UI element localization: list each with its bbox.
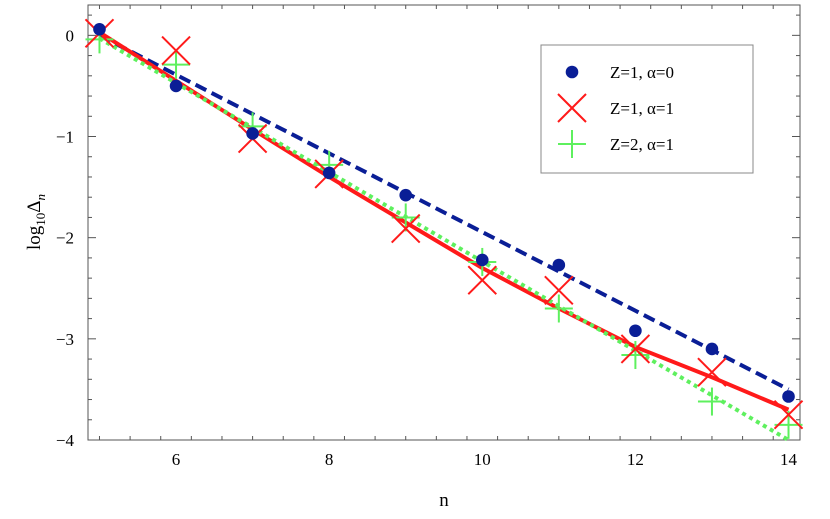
fit-line-series-3	[98, 36, 790, 442]
axis-ticks	[88, 5, 800, 441]
legend-marker-series-2-stroke	[557, 93, 587, 123]
data-points	[84, 18, 804, 439]
y-tick-label: −3	[56, 330, 74, 349]
legend-marker-series-2	[557, 93, 587, 123]
x-tick-label: 12	[627, 450, 644, 469]
legend-marker-series-1	[565, 65, 579, 79]
legend-label-series-1: Z=1, α=0	[610, 63, 674, 82]
legend: Z=1, α=0 Z=1, α=1 Z=2, α=1	[540, 44, 754, 174]
fit-line-series-1	[98, 33, 790, 392]
point-series-1	[322, 166, 336, 180]
point-series-2	[467, 265, 497, 295]
legend-label-series-3: Z=2, α=1	[610, 135, 674, 154]
y-axis-title: log10Δn	[24, 194, 48, 250]
y-tick-label: 0	[66, 26, 75, 45]
point-series-2-stroke	[161, 35, 191, 66]
point-series-2	[697, 357, 727, 387]
point-series-2	[161, 35, 191, 66]
point-series-2	[773, 400, 804, 430]
x-axis-title: n	[439, 490, 449, 511]
point-series-1	[629, 324, 642, 338]
point-series-1	[246, 127, 259, 140]
y-tick-label: −4	[56, 431, 75, 450]
y-tick-label: −1	[56, 128, 74, 147]
point-series-2-stroke	[391, 213, 421, 244]
point-series-1	[399, 188, 413, 202]
y-axis-title-sub: 10	[33, 213, 48, 226]
y-axis-title-symbol: Δ	[24, 201, 45, 213]
plot-frame	[87, 4, 801, 441]
y-axis-title-symbol-sub: n	[33, 194, 48, 201]
point-series-1	[782, 390, 795, 403]
point-series-2-stroke	[697, 357, 727, 387]
x-tick-label: 8	[325, 450, 334, 469]
x-tick-label: 14	[780, 450, 798, 469]
fit-lines	[98, 30, 790, 442]
x-tick-label: 6	[172, 450, 181, 469]
point-series-3	[621, 341, 650, 370]
point-series-2	[620, 334, 651, 364]
point-series-2-stroke	[467, 265, 497, 295]
point-series-1	[475, 253, 489, 267]
point-series-2	[544, 275, 574, 305]
x-tick-label: 10	[474, 450, 491, 469]
axis-tick-labels: 6 8 10 12 14 0 −1 −2 −3 −4	[56, 26, 798, 469]
point-series-1	[169, 79, 183, 93]
legend-label-series-2: Z=1, α=1	[610, 99, 674, 118]
point-series-3	[162, 50, 191, 79]
legend-marker-series-3	[558, 130, 586, 158]
legend-box	[540, 44, 754, 174]
point-series-2-stroke	[620, 334, 651, 364]
legend-markers	[557, 65, 587, 158]
point-series-3	[697, 387, 726, 416]
point-series-1	[93, 22, 106, 36]
point-series-1	[705, 342, 719, 356]
y-tick-label: −2	[56, 229, 74, 248]
fit-line-series-2	[98, 30, 790, 412]
point-series-2-stroke	[544, 275, 574, 305]
point-series-1	[552, 258, 566, 272]
point-series-2	[391, 213, 421, 244]
point-series-2-stroke	[773, 400, 804, 430]
point-series-3	[391, 203, 420, 232]
point-series-3	[544, 294, 573, 323]
